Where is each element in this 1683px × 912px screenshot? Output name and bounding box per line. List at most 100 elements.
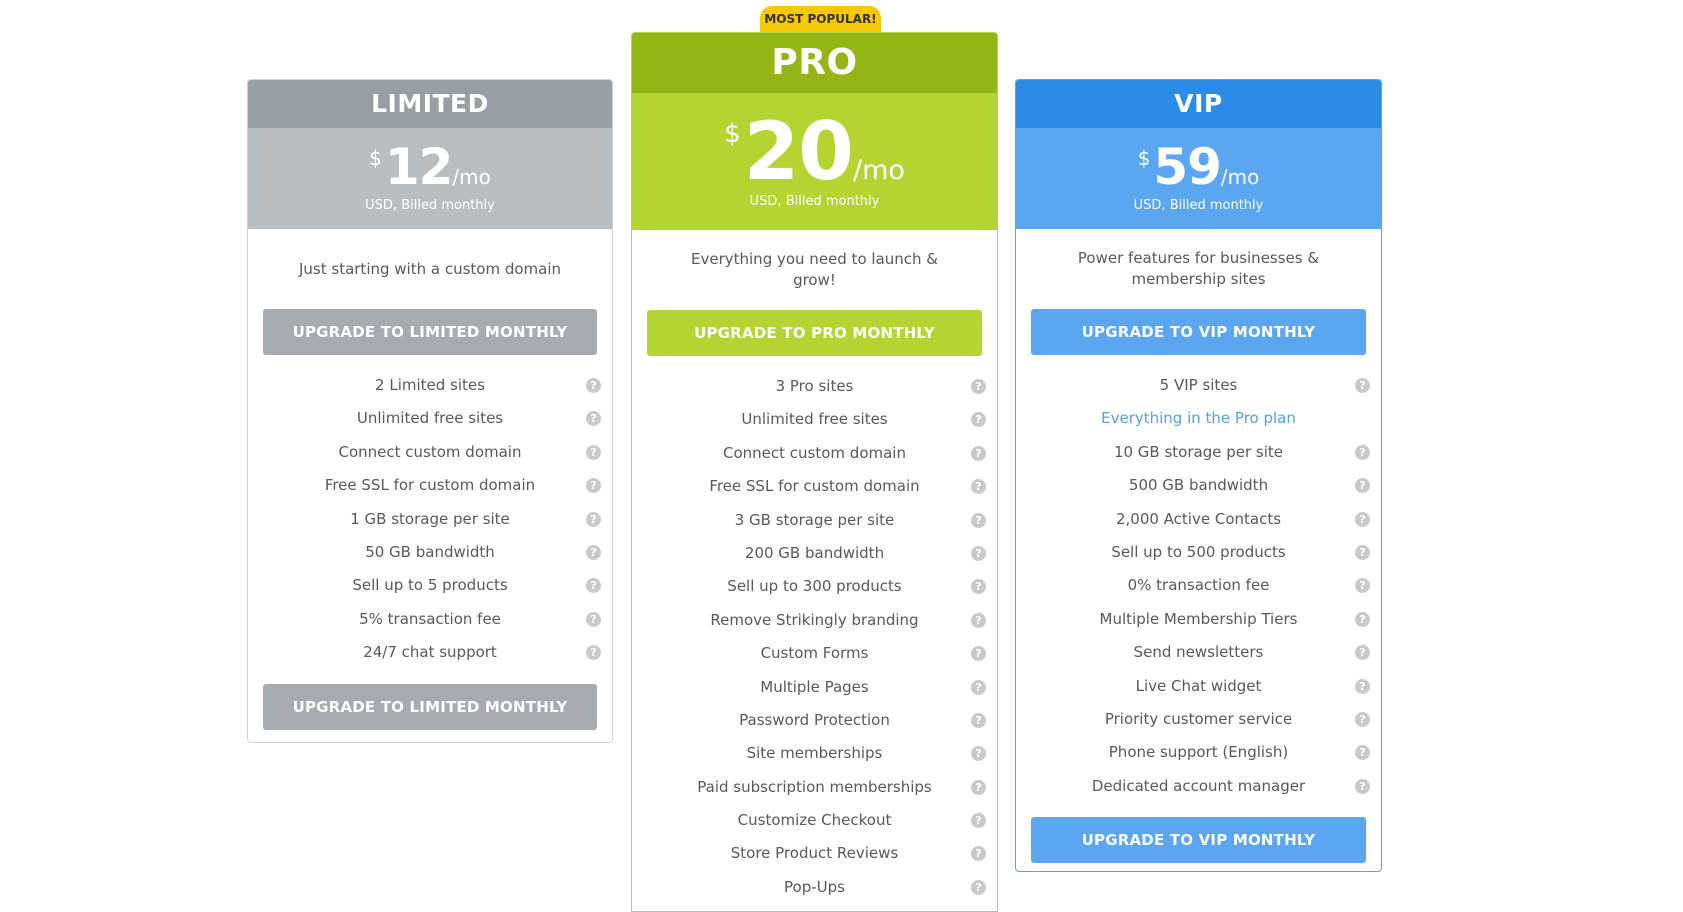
feature-label: Unlimited free sites	[741, 410, 888, 429]
help-icon[interactable]: ?	[1355, 544, 1370, 560]
help-icon[interactable]: ?	[971, 379, 986, 394]
help-icon[interactable]: ?	[971, 712, 986, 728]
help-icon[interactable]: ?	[586, 611, 601, 627]
price-amount: 12	[384, 138, 454, 196]
feature-item: Multiple Membership Tiers?	[1016, 603, 1381, 636]
help-icon[interactable]: ?	[971, 612, 986, 628]
feature-label: 10 GB storage per site	[1113, 442, 1284, 461]
price-period: /mo	[452, 165, 491, 189]
feature-label: Custom Forms	[760, 644, 869, 663]
help-icon[interactable]: ?	[586, 544, 601, 560]
feature-item: Custom Forms?	[632, 637, 997, 670]
upgrade-vip-button-bottom[interactable]: UPGRADE TO VIP MONTHLY	[1031, 817, 1366, 864]
help-icon[interactable]: ?	[971, 879, 986, 895]
feature-label: Paid subscription memberships	[697, 777, 932, 796]
feature-label: Dedicated account manager	[1091, 776, 1306, 795]
price-period: /mo	[852, 155, 905, 186]
feature-item: Live Chat widget?	[1016, 670, 1381, 703]
feature-label: 24/7 chat support	[363, 643, 497, 662]
feature-label: 5% transaction fee	[359, 609, 501, 628]
feature-item: 24/7 chat support?	[248, 636, 612, 669]
feature-label: Connect custom domain	[338, 442, 522, 461]
feature-item: Send newsletters?	[1016, 636, 1381, 669]
feature-label: 500 GB bandwidth	[1128, 476, 1269, 495]
plan-name: VIP	[1016, 80, 1381, 128]
feature-item: 200 GB bandwidth?	[632, 537, 997, 570]
feature-item: 3 Pro sites?	[632, 370, 997, 403]
help-icon[interactable]: ?	[586, 444, 601, 460]
upgrade-vip-button[interactable]: UPGRADE TO VIP MONTHLY	[1031, 309, 1366, 355]
help-icon[interactable]: ?	[1355, 578, 1370, 594]
upgrade-limited-button[interactable]: UPGRADE TO LIMITED MONTHLY	[263, 309, 597, 355]
feature-item: Unlimited free sites?	[632, 403, 997, 436]
upgrade-pro-button[interactable]: UPGRADE TO PRO MONTHLY	[647, 310, 982, 356]
help-icon[interactable]: ?	[586, 511, 601, 527]
feature-label: Send newsletters	[1133, 643, 1264, 662]
plan-description: Everything you need to launch & grow!	[691, 250, 938, 289]
feature-label: Remove Strikingly branding	[710, 610, 919, 629]
feature-item: Password Protection?	[632, 704, 997, 737]
feature-label: 1 GB storage per site	[350, 509, 510, 528]
feature-label: 2 Limited sites	[375, 376, 485, 394]
feature-item: 50 GB bandwidth?	[248, 536, 612, 569]
help-icon[interactable]: ?	[586, 645, 601, 661]
feature-item: Remove Strikingly branding?	[632, 604, 997, 637]
feature-label: 5 VIP sites	[1159, 376, 1238, 394]
feature-label: Everything in the Pro plan	[1101, 409, 1296, 428]
feature-label: Multiple Pages	[760, 677, 869, 696]
feature-item: Priority customer service?	[1016, 703, 1381, 736]
feature-item: 5% transaction fee?	[248, 603, 612, 636]
help-icon[interactable]: ?	[1355, 611, 1370, 627]
help-icon[interactable]: ?	[971, 545, 986, 561]
plan-name: PRO	[632, 33, 997, 93]
feature-item: Pop-Ups?	[632, 871, 997, 904]
help-icon[interactable]: ?	[971, 445, 986, 461]
help-icon[interactable]: ?	[971, 746, 986, 762]
feature-label: Connect custom domain	[723, 443, 906, 462]
plan-card-limited: LIMITED $12/mo USD, Billed monthly Just …	[247, 79, 613, 743]
feature-label: Live Chat widget	[1135, 676, 1262, 695]
help-icon[interactable]: ?	[586, 378, 601, 393]
help-icon[interactable]: ?	[586, 478, 601, 494]
upgrade-limited-button-bottom[interactable]: UPGRADE TO LIMITED MONTHLY	[263, 683, 597, 730]
help-icon[interactable]: ?	[971, 679, 986, 695]
help-icon[interactable]: ?	[1355, 444, 1370, 460]
help-icon[interactable]: ?	[1355, 378, 1370, 393]
feature-label: Store Product Reviews	[730, 844, 899, 863]
feature-item: 1 GB storage per site?	[248, 503, 612, 536]
help-icon[interactable]: ?	[1355, 478, 1370, 494]
currency-symbol: $	[724, 119, 741, 149]
help-icon[interactable]: ?	[1355, 511, 1370, 527]
price-block: $20/mo USD, Billed monthly	[632, 93, 997, 230]
help-icon[interactable]: ?	[1355, 745, 1370, 761]
billing-note: USD, Billed monthly	[749, 194, 880, 209]
price-amount: 20	[743, 105, 854, 198]
feature-item: 0% transaction fee?	[1016, 569, 1381, 602]
help-icon[interactable]: ?	[1355, 778, 1370, 794]
help-icon[interactable]: ?	[1355, 645, 1370, 661]
help-icon[interactable]: ?	[971, 512, 986, 528]
feature-item: 2 Limited sites?	[248, 369, 612, 402]
feature-label: 2,000 Active Contacts	[1115, 509, 1282, 528]
help-icon[interactable]: ?	[971, 846, 986, 862]
feature-label: 200 GB bandwidth	[744, 543, 885, 562]
help-icon[interactable]: ?	[971, 412, 986, 428]
currency-symbol: $	[1137, 146, 1151, 170]
feature-item: Everything in the Pro plan	[1016, 402, 1381, 435]
help-icon[interactable]: ?	[586, 578, 601, 594]
help-icon[interactable]: ?	[1355, 711, 1370, 727]
plan-name: LIMITED	[248, 80, 612, 128]
feature-item: Sell up to 5 products?	[248, 569, 612, 602]
help-icon[interactable]: ?	[971, 813, 986, 829]
feature-item: Dedicated account manager?	[1016, 770, 1381, 803]
help-icon[interactable]: ?	[971, 579, 986, 595]
help-icon[interactable]: ?	[971, 646, 986, 662]
feature-label: Sell up to 500 products	[1111, 542, 1286, 561]
feature-item: Free SSL for custom domain?	[248, 469, 612, 502]
help-icon[interactable]: ?	[1355, 678, 1370, 694]
help-icon[interactable]: ?	[971, 479, 986, 495]
feature-label: Customize Checkout	[737, 811, 892, 830]
help-icon[interactable]: ?	[971, 779, 986, 795]
feature-label: Pop-Ups	[784, 877, 845, 896]
help-icon[interactable]: ?	[586, 411, 601, 427]
